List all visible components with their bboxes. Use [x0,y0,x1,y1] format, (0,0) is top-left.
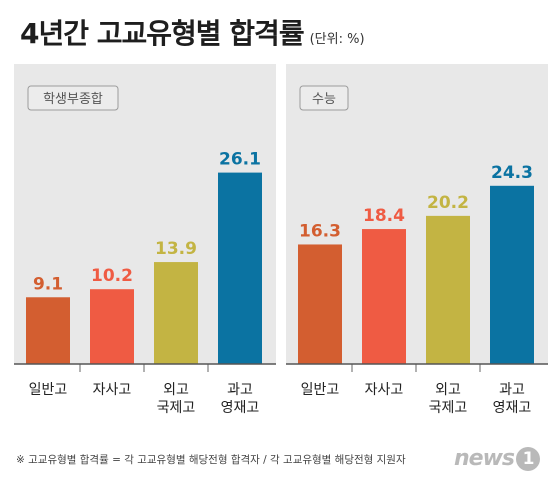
data-label: 13.9 [155,239,197,259]
category-label: 영재고 [221,400,260,416]
category-label: 자사고 [365,382,404,398]
category-label: 일반고 [29,382,68,398]
category-label: 국제고 [429,400,468,416]
category-axis-area [14,364,276,430]
logo-mark: 1 [516,447,540,471]
category-label: 외고 [163,382,189,398]
category-label: 자사고 [93,382,132,398]
data-label: 9.1 [33,274,63,294]
category-label: 영재고 [493,400,532,416]
panel-label-box [299,85,349,111]
category-axis-area [286,364,548,430]
logo-text: news [453,446,515,471]
chart-title: 4년간 고교유형별 합격률 (단위: %) [20,12,365,52]
title-text: 4년간 고교유형별 합격률 [20,17,305,50]
data-label: 20.2 [427,193,469,213]
panel-label: 수능 [312,92,336,107]
panel-separator [276,64,286,430]
data-label: 16.3 [299,221,341,241]
bar [490,185,534,364]
bar [26,297,70,364]
bar [362,229,406,364]
bar [218,172,262,364]
data-label: 10.2 [91,266,133,286]
data-label: 18.4 [363,206,405,226]
panel-label-box [27,85,119,111]
category-label: 일반고 [301,382,340,398]
data-label: 24.3 [491,163,533,183]
category-label: 국제고 [157,400,196,416]
panel-label: 학생부종합 [43,92,103,107]
footnote: ※ 고교유형별 합격률 = 각 고교유형별 해당전형 합격자 / 각 고교유형별… [16,454,406,466]
category-label: 외고 [435,382,461,398]
bar [90,289,134,364]
news1-logo: news 1 [454,446,540,471]
bar [298,244,342,364]
category-label: 과고 [227,382,253,398]
bar [154,262,198,364]
unit-label: (단위: %) [309,32,365,47]
bar [426,215,470,364]
data-label: 26.1 [219,150,261,170]
category-label: 과고 [499,382,525,398]
